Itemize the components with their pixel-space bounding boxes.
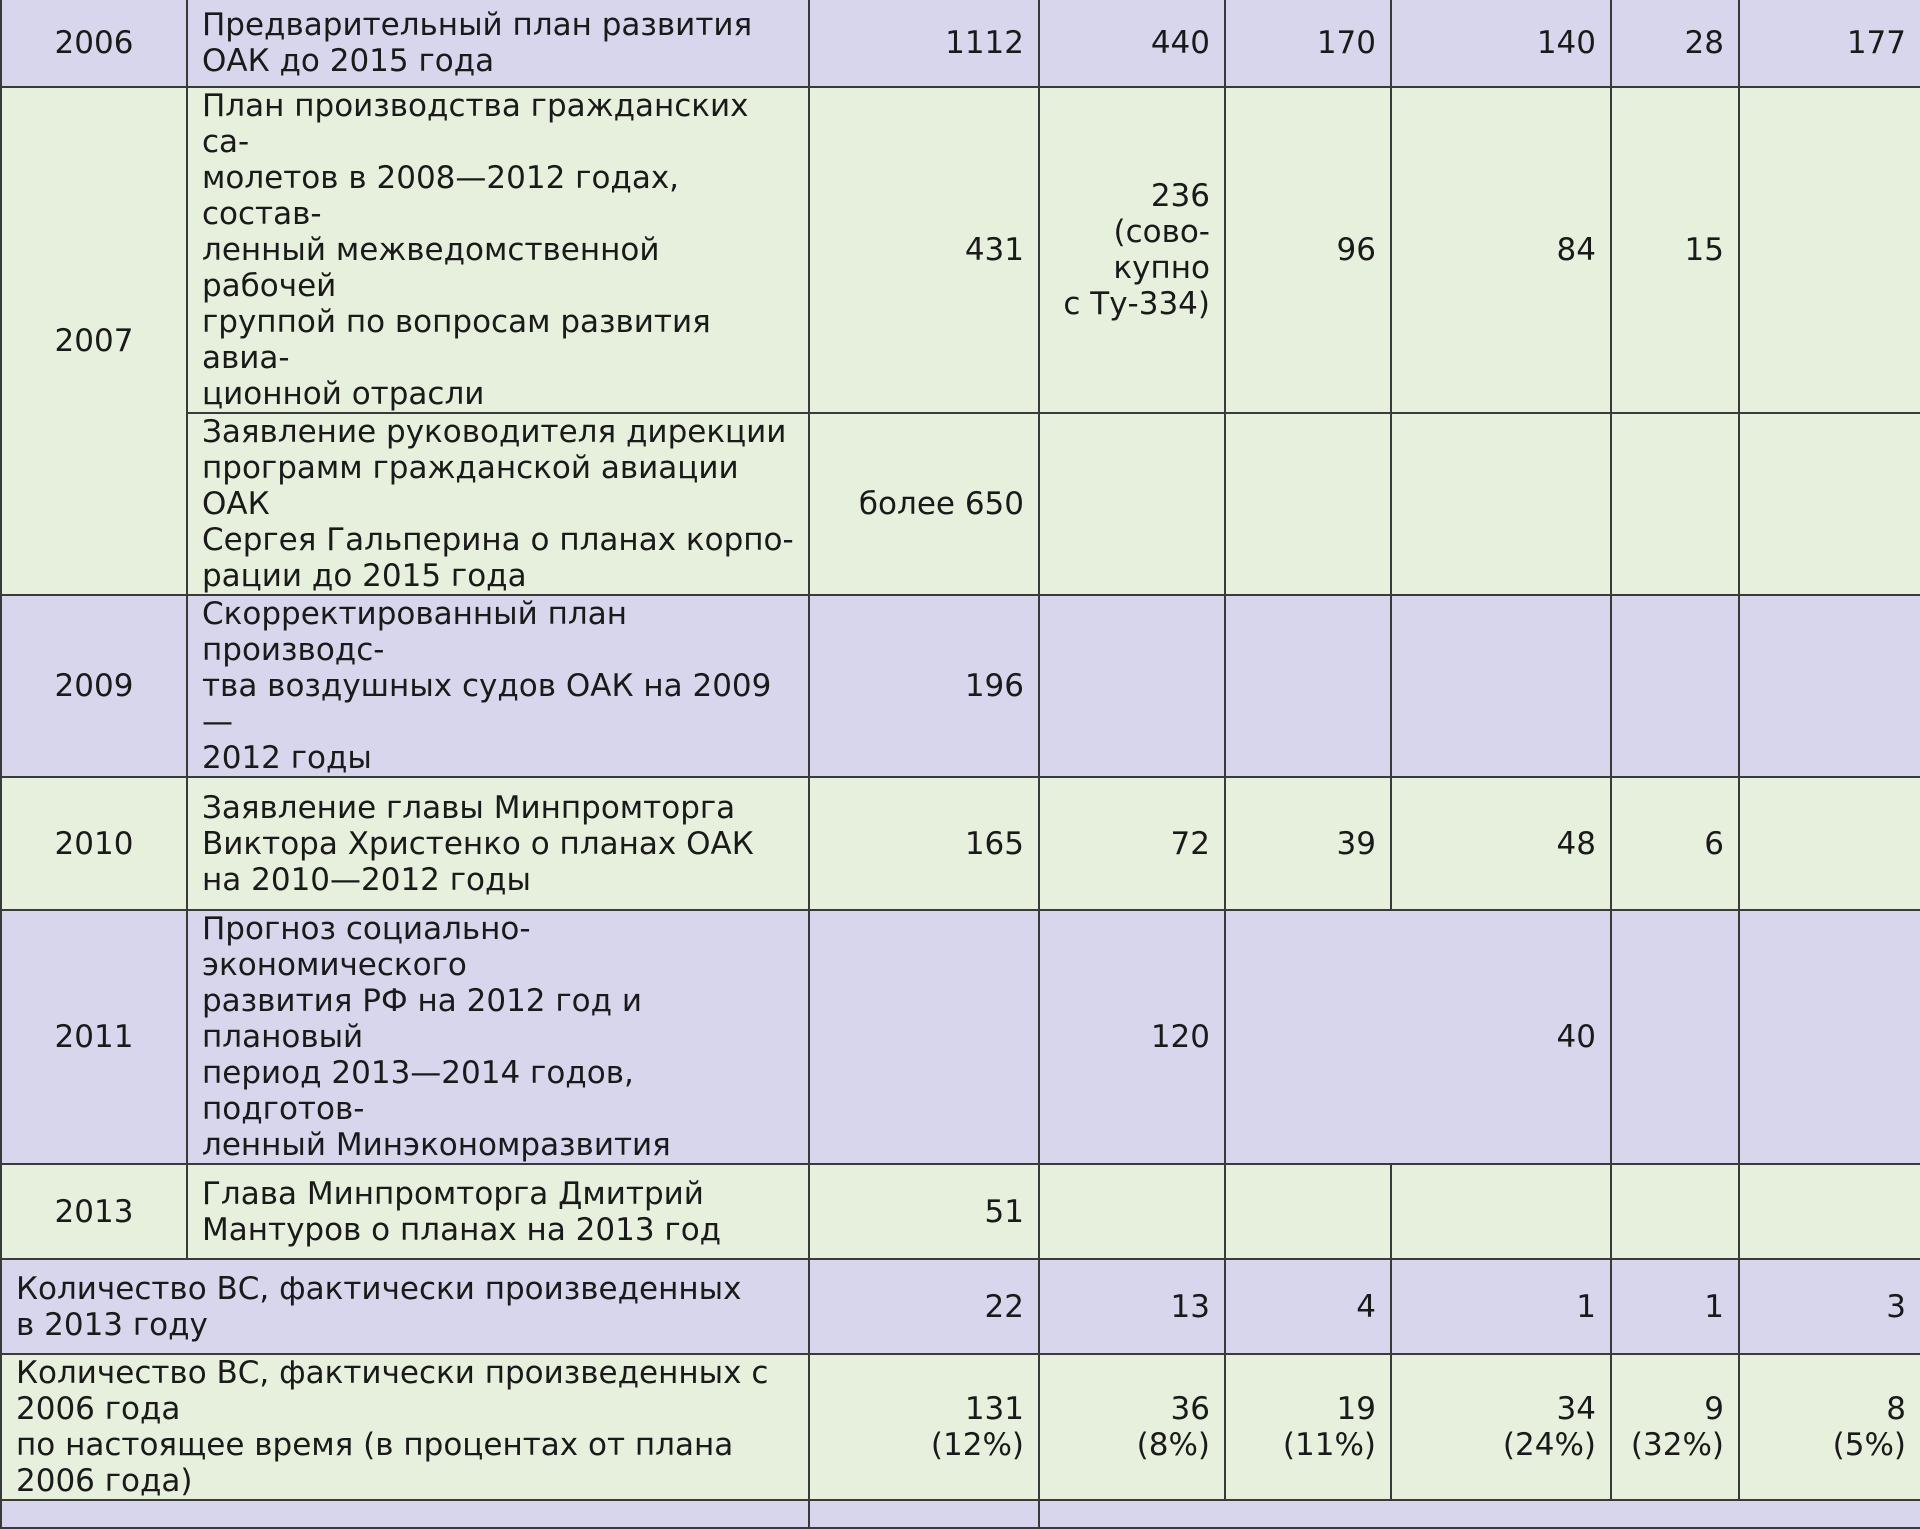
total-value: 196 xyxy=(808,594,1040,778)
value-cell: 177 xyxy=(1738,0,1920,88)
value-cell: 28 xyxy=(1610,0,1740,88)
table-row: 2006 Предварительный план развития ОАК до… xyxy=(0,0,1920,88)
value-cell: 84 xyxy=(1390,86,1612,414)
value-cell: 19 (11%) xyxy=(1224,1353,1392,1501)
empty-cell xyxy=(0,1499,810,1529)
value-cell: 8 (5%) xyxy=(1738,1353,1920,1501)
total-value: 1112 xyxy=(808,0,1040,88)
year-cell: 2011 xyxy=(0,909,188,1165)
value-cell: 140 xyxy=(1390,0,1612,88)
empty-cell xyxy=(808,1499,1040,1529)
value-cell: 440 xyxy=(1038,0,1226,88)
empty-cell xyxy=(1610,594,1740,778)
value-cell: 34 (24%) xyxy=(1390,1353,1612,1501)
total-value: 431 xyxy=(808,86,1040,414)
value-cell: 13 xyxy=(1038,1258,1226,1355)
empty-cell xyxy=(1390,594,1612,778)
plan-description: План производства гражданских са-молетов… xyxy=(186,86,810,414)
plan-description: Глава Минпромторга Дмитрий Мантуров о пла… xyxy=(186,1163,810,1260)
value-cell: 15 xyxy=(1610,86,1740,414)
plan-description: Заявление руководителя дирекции программ … xyxy=(186,412,810,596)
partial-row xyxy=(0,1499,1920,1529)
table-row: 2007 План производства гражданских са-мо… xyxy=(0,86,1920,596)
plan-description: Заявление главы Минпромторга Виктора Хрис… xyxy=(186,776,810,911)
summary-label: Количество ВС, фактически произведенных в… xyxy=(0,1258,810,1355)
total-value xyxy=(808,909,1040,1165)
table-row: 2011 Прогноз социально-экономического раз… xyxy=(0,909,1920,1165)
empty-cell xyxy=(1224,1163,1392,1260)
empty-cell xyxy=(1038,594,1226,778)
value-cell: 72 xyxy=(1038,776,1226,911)
empty-cell xyxy=(1610,412,1740,596)
year-cell: 2009 xyxy=(0,594,188,778)
table-row: 2013 Глава Минпромторга Дмитрий Мантуров … xyxy=(0,1163,1920,1260)
value-cell: 6 xyxy=(1610,776,1740,911)
total-value: более 650 xyxy=(808,412,1040,596)
value-cell: 48 xyxy=(1390,776,1612,911)
empty-cell xyxy=(1224,594,1392,778)
empty-cell xyxy=(1610,909,1740,1165)
table-row: Заявление руководителя дирекции программ … xyxy=(1,412,1920,596)
plan-description: Предварительный план развития ОАК до 2015… xyxy=(186,0,810,88)
value-cell: 236 (сово-купно с Ту-334) xyxy=(1038,86,1226,414)
plan-description: Прогноз социально-экономического развития… xyxy=(186,909,810,1165)
empty-cell xyxy=(1038,412,1226,596)
empty-cell xyxy=(1038,1163,1226,1260)
empty-cell xyxy=(1738,1163,1920,1260)
empty-cell xyxy=(1610,1163,1740,1260)
empty-cell xyxy=(1390,1163,1612,1260)
empty-cell xyxy=(1738,909,1920,1165)
value-cell: 9 (32%) xyxy=(1610,1353,1740,1501)
total-value: 165 xyxy=(808,776,1040,911)
empty-cell xyxy=(1390,412,1612,596)
value-cell: 96 xyxy=(1224,86,1392,414)
merged-value-cell: 40 xyxy=(1224,909,1612,1165)
value-cell: 120 xyxy=(1038,909,1226,1165)
total-value: 131 (12%) xyxy=(808,1353,1040,1501)
year-cell: 2013 xyxy=(0,1163,188,1260)
value-cell xyxy=(1738,86,1920,414)
table-row: 2009 Скорректированный план производс-тв… xyxy=(0,594,1920,778)
value-cell xyxy=(1738,776,1920,911)
value-cell: 170 xyxy=(1224,0,1392,88)
empty-cell xyxy=(1738,594,1920,778)
value-cell: 39 xyxy=(1224,776,1392,911)
value-cell: 1 xyxy=(1390,1258,1612,1355)
value-cell: 36 (8%) xyxy=(1038,1353,1226,1501)
total-value: 22 xyxy=(808,1258,1040,1355)
total-value: 51 xyxy=(808,1163,1040,1260)
plan-description: Скорректированный план производс-тва воз… xyxy=(186,594,810,778)
summary-row-total: Количество ВС, фактически произведенных … xyxy=(0,1353,1920,1501)
year-cell: 2006 xyxy=(0,0,188,88)
year-cell: 2007 xyxy=(0,86,188,596)
summary-row-2013: Количество ВС, фактически произведенных в… xyxy=(0,1258,1920,1355)
empty-cell xyxy=(1738,412,1920,596)
empty-cell xyxy=(1038,1499,1920,1529)
summary-label: Количество ВС, фактически произведенных … xyxy=(0,1353,810,1501)
empty-cell xyxy=(1224,412,1392,596)
table-row: 2010 Заявление главы Минпромторга Виктора… xyxy=(0,776,1920,911)
value-cell: 4 xyxy=(1224,1258,1392,1355)
value-cell: 1 xyxy=(1610,1258,1740,1355)
value-cell: 3 xyxy=(1738,1258,1920,1355)
year-cell: 2010 xyxy=(0,776,188,911)
